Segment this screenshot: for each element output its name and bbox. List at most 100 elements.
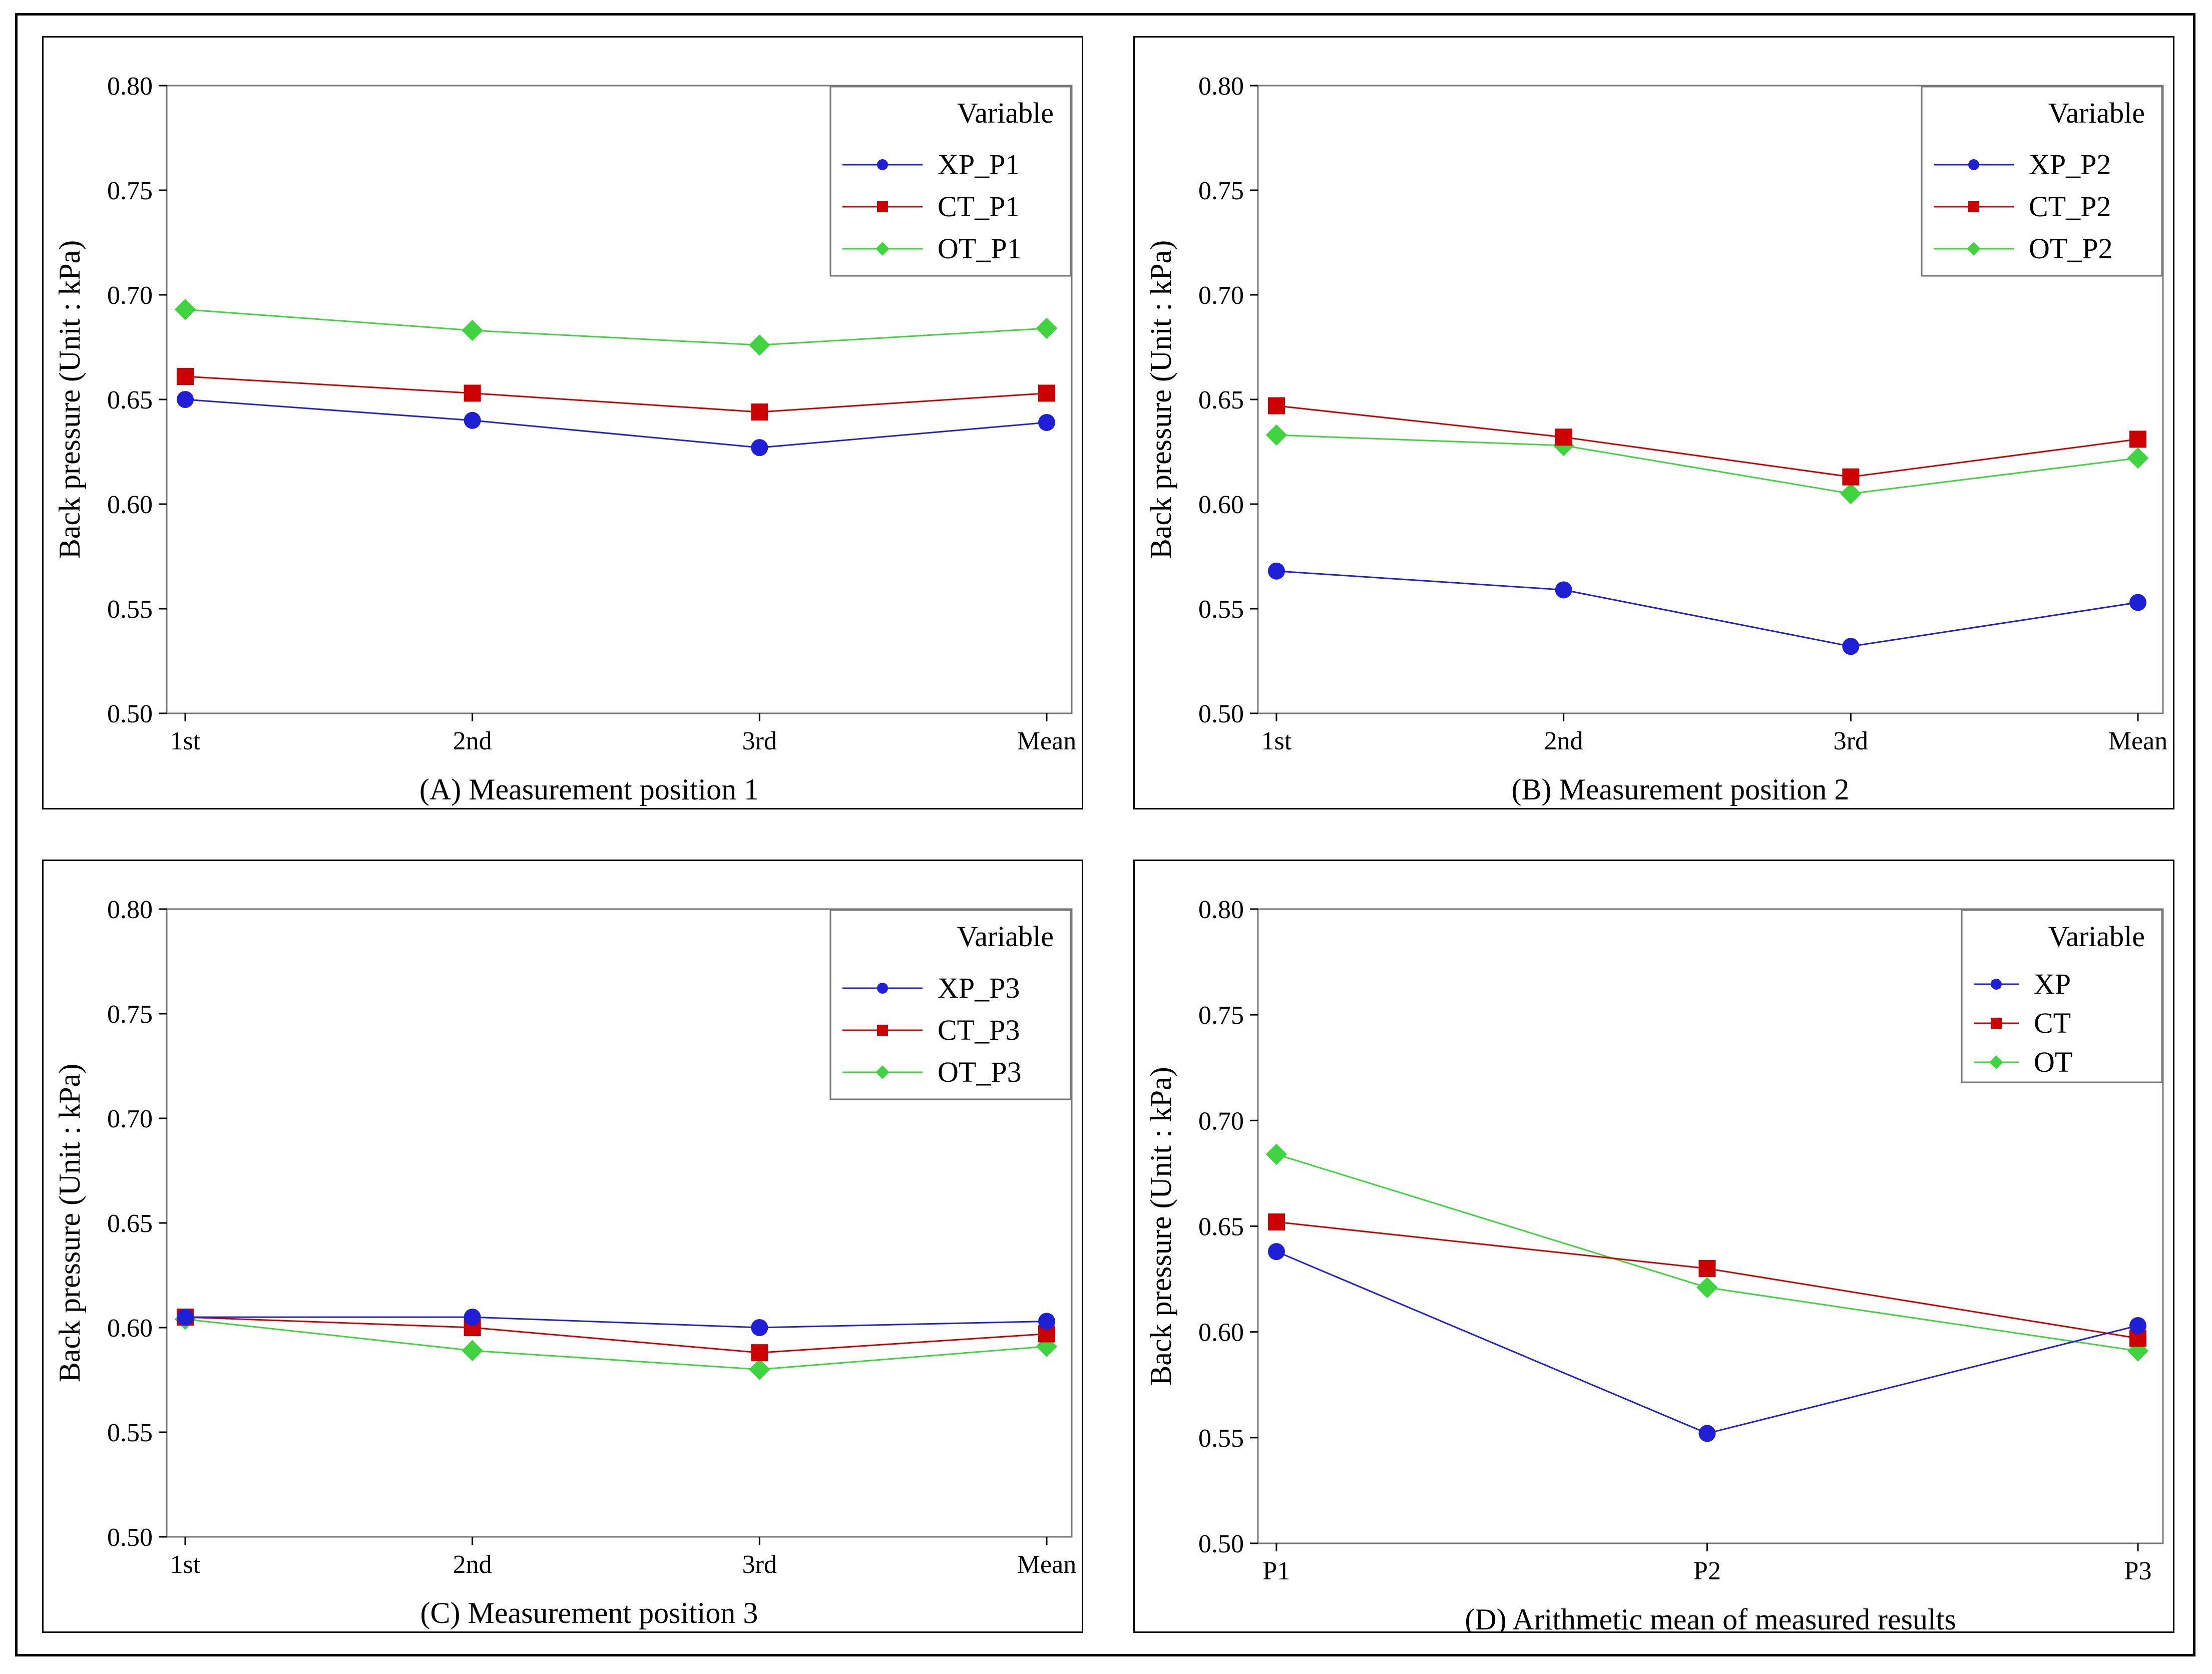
- data-point: [1555, 581, 1572, 599]
- y-tick-label: 0.55: [107, 595, 153, 624]
- y-tick-label: 0.55: [1198, 1424, 1244, 1453]
- y-tick-label: 0.55: [107, 1419, 153, 1447]
- y-tick-label: 0.80: [107, 896, 153, 924]
- series-line: [185, 398, 1047, 449]
- legend-title: Variable: [957, 97, 1054, 129]
- legend-marker: [1967, 242, 1981, 256]
- legend-marker: [875, 1065, 890, 1079]
- legend-marker: [1989, 1055, 2003, 1069]
- y-tick-label: 0.75: [1198, 1001, 1244, 1030]
- y-tick-label: 0.50: [1198, 1530, 1244, 1558]
- x-tick-label: 3rd: [1834, 727, 1868, 755]
- x-tick-label: P1: [1263, 1557, 1290, 1585]
- legend: Variable XP CT OT: [1961, 909, 2163, 1083]
- data-point: [1038, 384, 1055, 402]
- x-tick-label: 3rd: [742, 727, 777, 755]
- data-point: [1265, 424, 1287, 446]
- series-line: [185, 1318, 1047, 1371]
- data-point: [1840, 483, 1862, 505]
- legend-marker: [877, 159, 888, 170]
- legend-label: CT_P1: [938, 190, 1020, 223]
- y-tick-label: 0.80: [1198, 896, 1244, 924]
- legend-marker: [1991, 1018, 2002, 1029]
- series-ot-p1: [174, 299, 1058, 356]
- y-tick-label: 0.70: [107, 1105, 153, 1133]
- y-tick-label: 0.60: [1198, 1319, 1244, 1347]
- data-point: [2129, 1317, 2146, 1334]
- data-point: [751, 403, 768, 421]
- y-tick-label: 0.60: [107, 1314, 153, 1343]
- x-tick-label: 2nd: [453, 1550, 492, 1579]
- data-point: [177, 1309, 194, 1326]
- y-tick-label: 0.50: [107, 1523, 153, 1552]
- y-tick-label: 0.70: [1198, 281, 1244, 310]
- panel-d-arithmetic-mean: 0.50 0.55 0.60 0.65 0.70 0.75 0.80 P1 P2 P3 Back p…: [1133, 860, 2174, 1633]
- chart-svg: 0.50 0.55 0.60 0.65 0.70 0.75 0.80 1st 2nd 3rd Mea…: [1144, 72, 2167, 806]
- chart-caption: (A) Measurement position 1: [419, 773, 759, 806]
- data-point: [462, 1340, 483, 1362]
- legend-marker: [1968, 159, 1979, 170]
- y-tick-label: 0.50: [107, 700, 153, 728]
- legend-label: XP_P2: [2029, 148, 2111, 181]
- data-point: [1265, 1143, 1287, 1165]
- y-tick-label: 0.50: [1198, 700, 1244, 728]
- data-point: [2129, 594, 2146, 611]
- legend-title: Variable: [2048, 97, 2145, 129]
- data-point: [749, 334, 770, 356]
- series-line: [1276, 405, 2138, 478]
- data-point: [177, 391, 194, 408]
- legend-label: CT_P3: [938, 1014, 1020, 1046]
- legend-label: CT: [2034, 1007, 2071, 1039]
- series-ct: [1268, 1213, 2146, 1347]
- data-point: [1268, 562, 1285, 580]
- y-tick-label: 0.70: [107, 281, 153, 310]
- x-tick-label: Mean: [1017, 727, 1076, 755]
- data-point: [1268, 1243, 1285, 1261]
- data-point: [751, 1344, 768, 1362]
- data-point: [1038, 413, 1055, 431]
- x-tick-label: Mean: [2108, 727, 2167, 755]
- series-ot-p3: [174, 1309, 1058, 1380]
- series-line: [185, 308, 1047, 346]
- y-tick-label: 0.65: [107, 1209, 153, 1238]
- y-tick-label: 0.70: [1198, 1107, 1244, 1135]
- x-tick-label: 3rd: [742, 1550, 777, 1579]
- legend: Variable XP_P3 CT_P3 OT_P3: [829, 909, 1072, 1100]
- x-tick-label: 1st: [170, 727, 201, 755]
- series-line: [185, 1316, 1047, 1354]
- legend-box: [829, 86, 1072, 277]
- legend-label: OT_P2: [2029, 232, 2113, 265]
- data-point: [462, 319, 483, 341]
- legend-box: [1961, 909, 2163, 1083]
- x-tick-label: P2: [1693, 1557, 1721, 1585]
- data-point: [1268, 397, 1285, 414]
- legend-label: OT: [2034, 1046, 2072, 1078]
- series-line: [1276, 434, 2138, 495]
- data-point: [1698, 1425, 1716, 1442]
- y-axis-title: Back pressure (Unit : kPa): [1144, 240, 1177, 559]
- y-tick-label: 0.75: [107, 177, 153, 205]
- y-tick-label: 0.80: [1198, 72, 1244, 101]
- legend-label: OT_P1: [938, 232, 1022, 265]
- y-tick-label: 0.80: [107, 72, 153, 101]
- chart-caption: (C) Measurement position 3: [420, 1596, 758, 1629]
- x-tick-label: 1st: [1261, 727, 1292, 755]
- data-point: [1842, 638, 1860, 655]
- x-tick-label: 2nd: [1544, 727, 1583, 755]
- legend-marker: [875, 242, 890, 256]
- legend-marker: [1991, 979, 2002, 990]
- data-point: [2127, 447, 2149, 469]
- x-tick-label: Mean: [1017, 1550, 1076, 1579]
- data-point: [464, 384, 481, 402]
- y-tick-label: 0.55: [1198, 595, 1244, 624]
- data-point: [1842, 468, 1860, 486]
- panel-b-measurement-position-2: 0.50 0.55 0.60 0.65 0.70 0.75 0.80 1st 2nd 3rd Mea…: [1133, 36, 2174, 809]
- series-ct-p1: [177, 368, 1055, 421]
- y-axis-title: Back pressure (Unit : kPa): [1144, 1067, 1177, 1386]
- data-point: [751, 439, 768, 457]
- series-xp-p3: [177, 1309, 1055, 1336]
- chart-svg: 0.50 0.55 0.60 0.65 0.70 0.75 0.80 P1 P2 P3 Back p…: [1144, 896, 2164, 1631]
- series-line: [185, 375, 1047, 413]
- y-tick-label: 0.60: [1198, 491, 1244, 519]
- data-point: [2129, 431, 2146, 448]
